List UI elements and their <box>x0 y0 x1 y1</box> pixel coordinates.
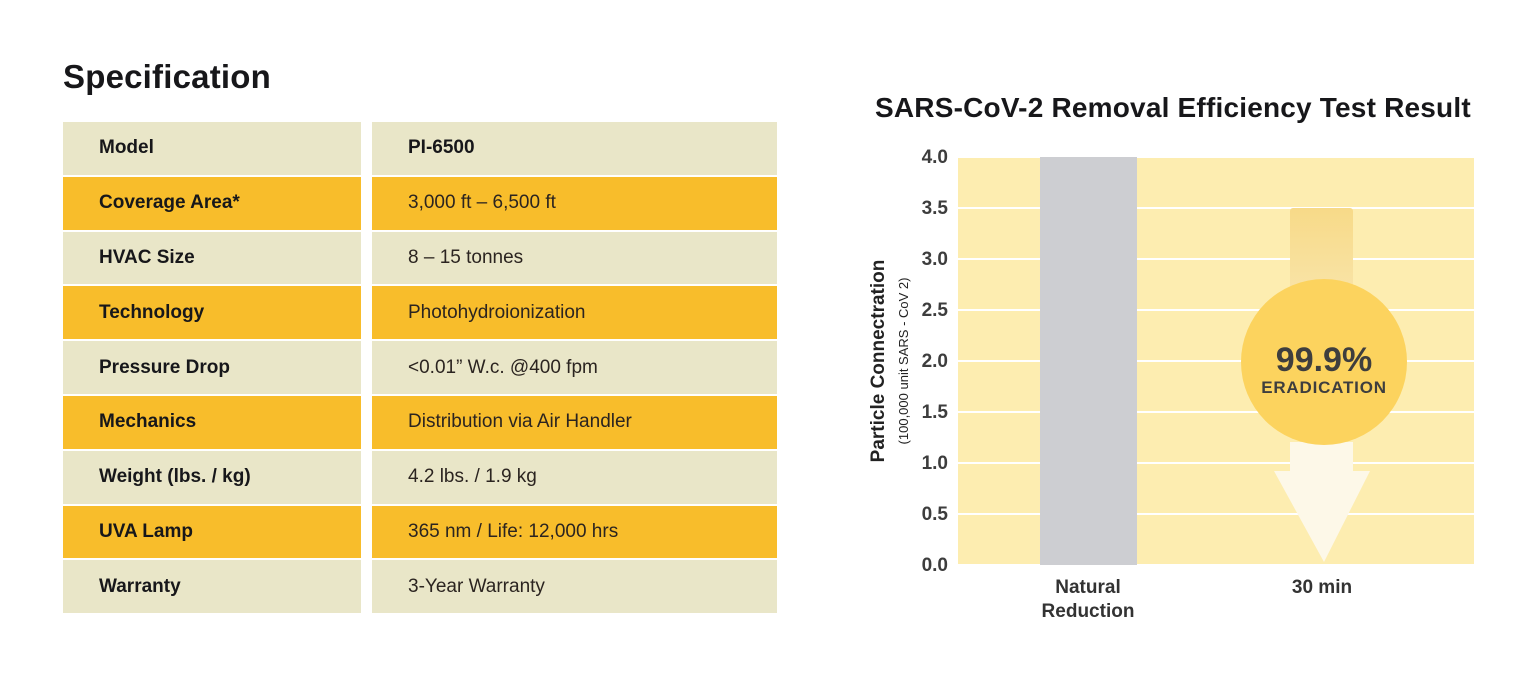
svg-text:3.5: 3.5 <box>922 198 949 219</box>
svg-text:Particle Connectration: Particle Connectration <box>868 260 889 463</box>
svg-text:3.0: 3.0 <box>922 249 948 270</box>
svg-text:1.0: 1.0 <box>922 453 948 474</box>
svg-text:Natural: Natural <box>1055 577 1120 598</box>
svg-text:0.0: 0.0 <box>922 555 948 576</box>
svg-text:Reduction: Reduction <box>1042 601 1135 622</box>
svg-text:1.5: 1.5 <box>922 402 949 423</box>
svg-text:99.9%: 99.9% <box>1276 341 1372 379</box>
svg-text:30 min: 30 min <box>1292 577 1352 598</box>
svg-text:4.0: 4.0 <box>922 147 948 168</box>
svg-text:2.5: 2.5 <box>922 300 949 321</box>
svg-text:(100,000 unit SARS - CoV 2): (100,000 unit SARS - CoV 2) <box>896 278 911 445</box>
svg-text:0.5: 0.5 <box>922 504 949 525</box>
svg-text:2.0: 2.0 <box>922 351 948 372</box>
svg-text:ERADICATION: ERADICATION <box>1261 378 1387 397</box>
